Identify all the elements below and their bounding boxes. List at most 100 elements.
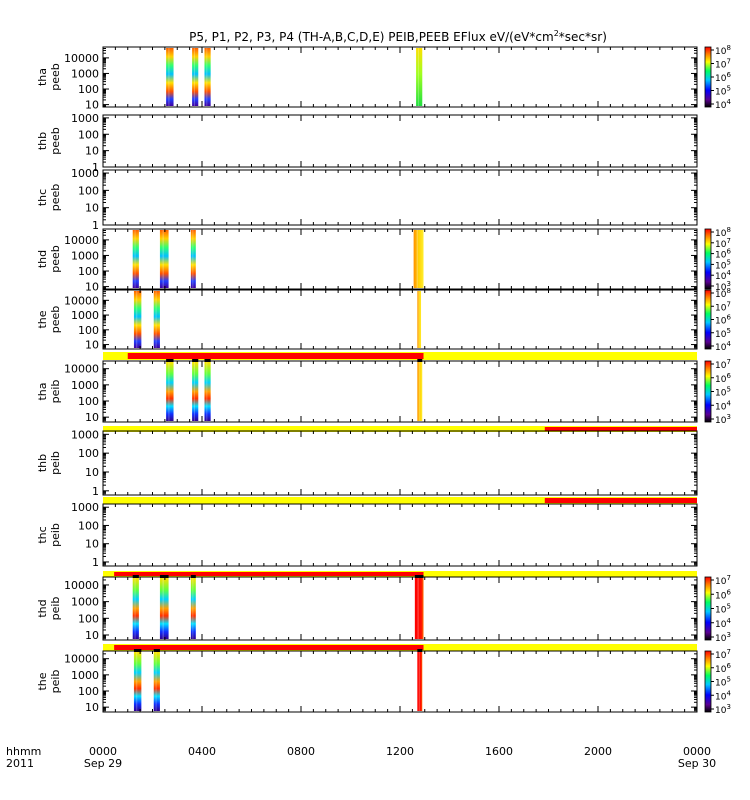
y-tick-label: 100: [78, 395, 99, 408]
y-axis-label: peeb: [49, 127, 62, 155]
spectrogram-burst: [204, 48, 211, 106]
flag-bar-thc-peib: [103, 497, 697, 504]
y-tick-label: 1000: [71, 67, 99, 80]
burst-streak: [155, 291, 157, 348]
y-tick-label: 10: [85, 99, 99, 112]
colorbar-tick-label: 107: [715, 574, 731, 587]
title-main: P5, P1, P2, P3, P4 (TH-A,B,C,D,E) PEIB,P…: [189, 30, 554, 44]
burst-streak: [417, 578, 419, 639]
colorbar-tick-label: 103: [715, 631, 731, 644]
colorbar-tick-label: 107: [715, 300, 731, 313]
y-tick-label: 10000: [64, 52, 99, 65]
figure-title: P5, P1, P2, P3, P4 (TH-A,B,C,D,E) PEIB,P…: [189, 29, 607, 44]
y-axis-label: peeb: [49, 184, 62, 212]
y-axis-label: tha: [36, 68, 49, 86]
burst-streak: [193, 48, 195, 106]
colorbar-tick-label: 105: [715, 85, 731, 98]
y-axis-label: peib: [49, 670, 62, 694]
y-axis-label: peeb: [49, 63, 62, 91]
colorbar-tick-label: 103: [715, 703, 731, 716]
y-axis-label: the: [36, 310, 49, 328]
y-tick-label: 1000: [71, 669, 99, 682]
axes-frame-thc-peeb: [102, 169, 698, 226]
y-tick-label: 10: [85, 145, 99, 158]
y-axis-label: thc: [36, 526, 49, 543]
burst-streak: [206, 48, 208, 106]
colorbar-tick-label: 108: [715, 44, 731, 57]
burst-streak: [162, 578, 164, 639]
burst-streak: [192, 230, 194, 288]
colorbar-tick-label: 108: [715, 287, 731, 300]
colorbar-tick-label: 103: [715, 280, 731, 293]
burst-streak: [168, 48, 170, 106]
y-tick-label: 1: [92, 556, 99, 569]
y-axis-label: peib: [49, 597, 62, 621]
title-superscript: 2: [554, 29, 559, 38]
y-tick-label: 100: [78, 612, 99, 625]
burst-streak: [418, 291, 420, 348]
spectrogram-burst: [190, 230, 196, 288]
y-axis-label: thd: [36, 599, 49, 617]
burst-streak: [192, 578, 194, 639]
colorbar-tick-label: 106: [715, 314, 731, 327]
colorbar-tick-label: 104: [715, 98, 731, 111]
spectrogram-burst: [132, 578, 139, 639]
colorbar-tick-label: 107: [715, 648, 731, 661]
axes-frame-thb-peeb: [102, 114, 698, 168]
colorbar-tick-label: 105: [715, 386, 731, 399]
burst-streak: [134, 230, 136, 288]
colorbar-tick-label: 106: [715, 588, 731, 601]
colorbar-tha-peeb: [704, 46, 712, 108]
burst-streak: [417, 48, 419, 106]
spectrogram-burst: [416, 48, 423, 106]
y-axis-label: peib: [49, 523, 62, 547]
spectrogram-burst: [192, 48, 199, 106]
y-tick-label: 1000: [71, 309, 99, 322]
axes-frame-thc-peib: [102, 503, 698, 567]
y-tick-label: 100: [78, 685, 99, 698]
burst-streak: [162, 230, 164, 288]
y-tick-label: 10: [85, 411, 99, 424]
y-tick-label: 1000: [71, 379, 99, 392]
y-axis-label: thd: [36, 250, 49, 268]
time-axis-footer: hhmm 2011 Sep 29 Sep 30 0000 0400 0800 1200…: [6, 745, 716, 770]
spectrogram-burst: [132, 230, 139, 288]
colorbar-tick-label: 104: [715, 269, 731, 282]
colorbar-tick-label: 107: [715, 58, 731, 71]
colorbar-thd-peib: [704, 576, 712, 641]
flag-red-segment: [127, 353, 424, 359]
y-tick-label: 1000: [71, 167, 99, 180]
burst-streak: [168, 362, 170, 421]
y-tick-label: 10: [85, 339, 99, 352]
x-tick-label: 1200: [386, 745, 414, 758]
spectrogram-burst: [417, 652, 423, 711]
axes-frame-the-peib: [102, 650, 698, 713]
spectrogram-burst: [413, 230, 424, 288]
burst-streak: [206, 362, 208, 421]
y-axis-label: peeb: [49, 245, 62, 273]
y-tick-label: 100: [78, 83, 99, 96]
spectrogram-burst: [159, 230, 169, 288]
y-tick-label: 10000: [64, 653, 99, 666]
colorbar-tick-label: 106: [715, 662, 731, 675]
y-tick-label: 10: [85, 701, 99, 714]
burst-streak: [155, 652, 157, 711]
colorbar-tick-label: 105: [715, 676, 731, 689]
burst-streak: [416, 230, 419, 288]
colorbar-tick-label: 103: [715, 413, 731, 426]
y-axis-label: peeb: [49, 306, 62, 334]
flag-bar-thb-peib: [103, 426, 697, 432]
panel-thb-peib: 1 10 100 1000 thb peib: [36, 426, 698, 498]
burst-streak: [418, 652, 420, 711]
y-axis-label: peib: [49, 451, 62, 475]
colorbar-tick-label: 105: [715, 603, 731, 616]
spectrogram-burst: [159, 578, 169, 639]
burst-streak: [134, 578, 136, 639]
colorbar-tha-peib: [704, 360, 712, 423]
